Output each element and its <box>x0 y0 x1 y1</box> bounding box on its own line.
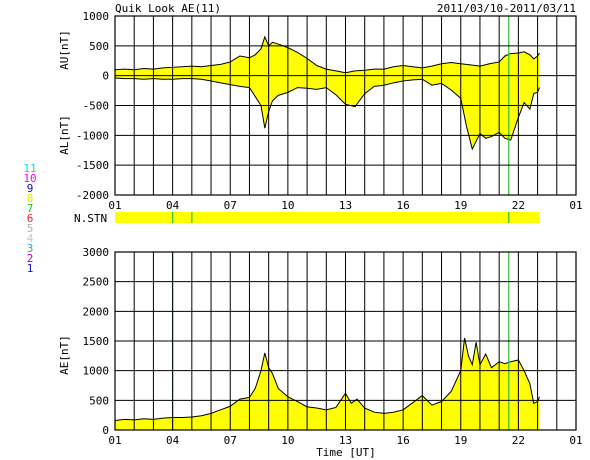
x-tick-label: 19 <box>454 199 467 212</box>
y-tick-label: 500 <box>89 40 109 53</box>
x-tick-label: 19 <box>454 434 467 447</box>
y-tick-label: -500 <box>83 100 110 113</box>
ae-series-line <box>114 337 540 422</box>
y-tick-label: 1000 <box>83 10 110 23</box>
y-tick-label: 1000 <box>83 365 110 378</box>
legend-station-count: 5 <box>27 222 34 235</box>
x-tick-label: 01 <box>569 434 582 447</box>
ae-grid <box>114 251 577 431</box>
y-tick-label: 2500 <box>83 276 110 289</box>
ae-frame <box>114 251 577 431</box>
au-al-grid <box>114 15 577 196</box>
legend-station-count: 6 <box>27 212 34 225</box>
x-tick-label: 16 <box>397 434 410 447</box>
y-tick-label: 2000 <box>83 305 110 318</box>
legend-station-count: 1 <box>27 262 34 275</box>
y-tick-label: 0 <box>102 70 109 83</box>
y-tick-label: 1500 <box>83 335 110 348</box>
legend-station-count: 10 <box>23 172 36 185</box>
x-tick-label: 07 <box>224 434 237 447</box>
x-tick-label: 16 <box>397 199 410 212</box>
station-strip-label: N.STN <box>74 212 107 225</box>
x-tick-label: 13 <box>339 434 352 447</box>
y-tick-label: 0 <box>102 424 109 437</box>
station-strip-fill <box>115 212 540 223</box>
y-tick-label: -1500 <box>76 159 109 172</box>
x-tick-label: 04 <box>166 434 180 447</box>
x-tick-label: 01 <box>569 199 582 212</box>
x-tick-label: 07 <box>224 199 237 212</box>
station-strip-bar <box>115 212 540 223</box>
y-tick-label: -2000 <box>76 189 109 202</box>
au-series-line <box>114 35 540 74</box>
x-tick-label: 22 <box>512 434 525 447</box>
time-axis-label: Time [UT] <box>316 446 376 459</box>
ae-axis-label: AE[nT] <box>58 335 71 375</box>
x-tick-label: 01 <box>108 199 121 212</box>
legend-station-count: 3 <box>27 242 34 255</box>
x-tick-label: 10 <box>281 199 294 212</box>
x-tick-label: 10 <box>281 434 294 447</box>
date-range: 2011/03/10-2011/03/11 <box>437 2 576 15</box>
legend-station-count: 2 <box>27 252 34 265</box>
figure-title: Quik Look AE(11) <box>115 2 221 15</box>
x-tick-label: 22 <box>512 199 525 212</box>
ae-area <box>115 338 540 430</box>
x-tick-label: 01 <box>108 434 121 447</box>
legend-station-count: 8 <box>27 192 34 205</box>
y-tick-label: 3000 <box>83 246 110 259</box>
x-tick-label: 04 <box>166 199 180 212</box>
legend-station-count: 11 <box>23 162 36 175</box>
legend-station-count: 4 <box>27 232 34 245</box>
au-al-frame <box>114 15 577 196</box>
y-tick-label: 500 <box>89 394 109 407</box>
legend-station-count: 7 <box>27 202 34 215</box>
au-axis-label: AU[nT] <box>58 30 71 70</box>
y-tick-label: -1000 <box>76 129 109 142</box>
au-al-envelope <box>115 36 540 150</box>
station-strip: N.STN <box>74 212 540 225</box>
x-tick-label: 13 <box>339 199 352 212</box>
legend-station-count: 9 <box>27 182 34 195</box>
al-axis-label: AL[nT] <box>58 115 71 155</box>
